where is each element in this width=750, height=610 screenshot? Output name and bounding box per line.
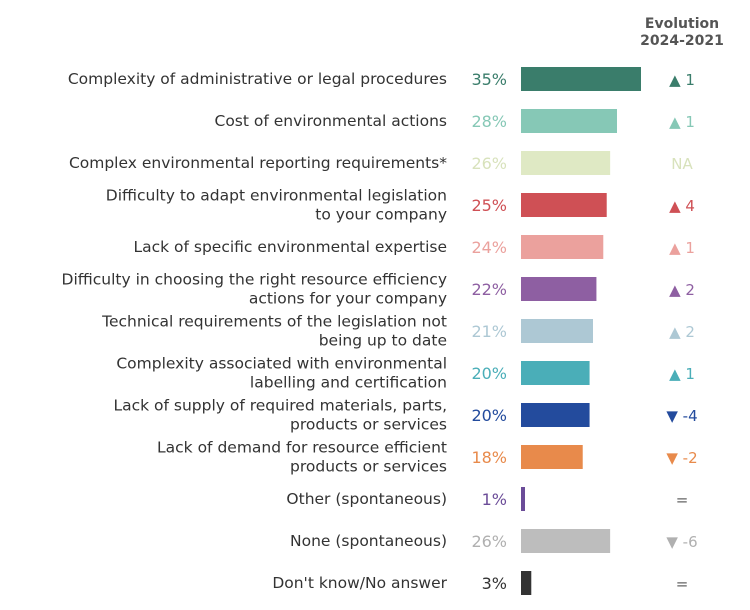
bar [521, 193, 607, 217]
evolution-value: ▲ 1 [669, 71, 695, 89]
evolution-text: 1 [685, 71, 695, 89]
arrow-up-icon: ▲ [669, 281, 685, 299]
bar-row: Difficulty in choosing the right resourc… [62, 271, 695, 308]
bar [521, 151, 611, 175]
bar [521, 529, 611, 553]
evolution-text: -6 [683, 533, 698, 551]
value-label: 3% [482, 574, 507, 593]
evolution-text: 1 [685, 113, 695, 131]
category-label: labelling and certification [250, 374, 447, 392]
arrow-up-icon: ▲ [669, 113, 685, 131]
evolution-value: = [676, 491, 689, 509]
arrow-up-icon: ▲ [669, 71, 685, 89]
category-label: to your company [315, 206, 447, 224]
category-label: products or services [290, 458, 447, 476]
bar [521, 571, 532, 595]
bar-row: Cost of environmental actions 28% ▲ 1 [215, 109, 695, 133]
value-label: 20% [471, 406, 507, 425]
value-label: 18% [471, 448, 507, 467]
evolution-header-line2: 2024-2021 [640, 33, 724, 49]
value-label: 28% [471, 112, 507, 131]
arrow-up-icon: ▲ [669, 239, 685, 257]
bar-row: Complex environmental reporting requirem… [69, 151, 693, 175]
category-label: Lack of demand for resource efficient [157, 439, 447, 457]
bar [521, 361, 590, 385]
evolution-text: 2 [685, 323, 695, 341]
value-label: 24% [471, 238, 507, 257]
arrow-up-icon: ▲ [669, 197, 685, 215]
evolution-text: 1 [685, 365, 695, 383]
bar-row: Lack of demand for resource efficientpro… [157, 439, 698, 476]
category-label: Technical requirements of the legislatio… [101, 313, 447, 331]
evolution-value: ▲ 2 [669, 323, 695, 341]
evolution-text: 1 [685, 239, 695, 257]
evolution-value: NA [671, 155, 693, 173]
category-label: Don't know/No answer [272, 574, 447, 592]
evolution-value: ▲ 1 [669, 365, 695, 383]
category-label: Lack of specific environmental expertise [133, 238, 447, 256]
bar [521, 319, 593, 343]
arrow-down-icon: ▼ [666, 449, 682, 467]
category-label: products or services [290, 416, 447, 434]
evolution-text: 2 [685, 281, 695, 299]
evolution-value: ▼ -4 [666, 407, 697, 425]
bar-row: Complexity of administrative or legal pr… [68, 67, 695, 91]
evolution-text: 4 [685, 197, 695, 215]
category-label: None (spontaneous) [290, 532, 447, 550]
bar-row: None (spontaneous) 26% ▼ -6 [290, 529, 698, 553]
bar-row: Other (spontaneous) 1% = [286, 487, 688, 511]
category-label: being up to date [319, 332, 447, 350]
bar [521, 235, 604, 259]
bar-row: Difficulty to adapt environmental legisl… [106, 187, 695, 224]
evolution-value: ▲ 2 [669, 281, 695, 299]
evolution-header: Evolution 2024-2021 [630, 16, 734, 50]
evolution-value: ▲ 4 [669, 197, 695, 215]
value-label: 20% [471, 364, 507, 383]
bar [521, 277, 597, 301]
bar [521, 487, 525, 511]
bar-row: Don't know/No answer 3% = [272, 571, 688, 595]
evolution-text: = [676, 491, 689, 509]
evolution-text: NA [671, 155, 693, 173]
evolution-header-line1: Evolution [644, 16, 720, 32]
category-label: actions for your company [249, 290, 447, 308]
category-label: Lack of supply of required materials, pa… [113, 397, 447, 415]
value-label: 26% [471, 532, 507, 551]
evolution-text: -2 [683, 449, 698, 467]
bar [521, 445, 583, 469]
value-label: 25% [471, 196, 507, 215]
bar-row: Lack of supply of required materials, pa… [113, 397, 697, 434]
arrow-up-icon: ▲ [669, 365, 685, 383]
category-label: Cost of environmental actions [215, 112, 448, 130]
category-label: Other (spontaneous) [286, 490, 447, 508]
bar-row: Lack of specific environmental expertise… [133, 235, 695, 259]
evolution-value: = [676, 575, 689, 593]
bar [521, 67, 641, 91]
category-label: Complexity associated with environmental [116, 355, 447, 373]
bar-row: Technical requirements of the legislatio… [101, 313, 695, 350]
arrow-up-icon: ▲ [669, 323, 685, 341]
evolution-text: = [676, 575, 689, 593]
category-label: Difficulty in choosing the right resourc… [62, 271, 447, 289]
value-label: 26% [471, 154, 507, 173]
value-label: 35% [471, 70, 507, 89]
category-label: Complex environmental reporting requirem… [69, 154, 447, 172]
category-label: Complexity of administrative or legal pr… [68, 70, 447, 88]
evolution-value: ▼ -6 [666, 533, 697, 551]
evolution-text: -4 [683, 407, 698, 425]
category-label: Difficulty to adapt environmental legisl… [106, 187, 447, 205]
value-label: 22% [471, 280, 507, 299]
arrow-down-icon: ▼ [666, 533, 682, 551]
bar [521, 403, 590, 427]
evolution-value: ▼ -2 [666, 449, 697, 467]
evolution-value: ▲ 1 [669, 239, 695, 257]
bar-row: Complexity associated with environmental… [116, 355, 695, 392]
value-label: 21% [471, 322, 507, 341]
arrow-down-icon: ▼ [666, 407, 682, 425]
evolution-value: ▲ 1 [669, 113, 695, 131]
bar [521, 109, 617, 133]
value-label: 1% [482, 490, 507, 509]
